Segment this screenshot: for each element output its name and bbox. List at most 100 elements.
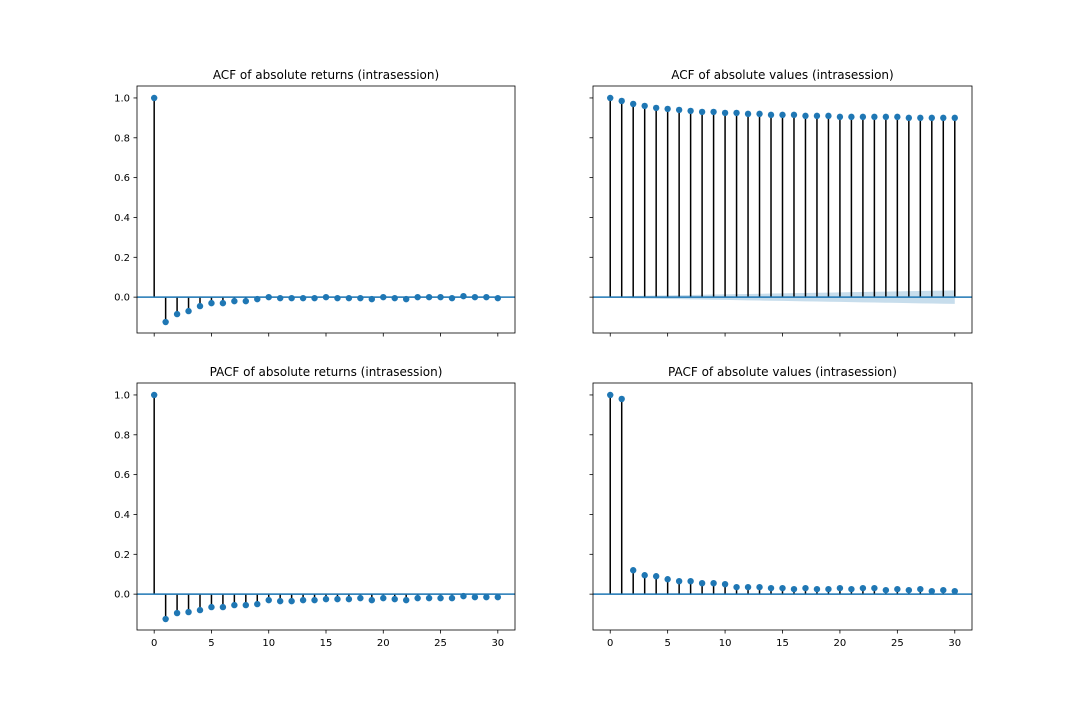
point-lag-0 [607, 94, 614, 102]
point-lag-3 [185, 307, 192, 315]
point-lag-7 [687, 577, 694, 585]
point-lag-6 [219, 299, 227, 307]
point-lag-17 [345, 595, 353, 603]
point-lag-13 [756, 583, 763, 591]
point-lag-22 [402, 596, 410, 604]
point-lag-24 [425, 293, 433, 301]
x-tick-label: 10 [262, 638, 275, 649]
point-lag-25 [437, 293, 444, 301]
point-lag-2 [173, 609, 181, 617]
point-lag-22 [859, 584, 867, 592]
point-lag-25 [437, 594, 444, 602]
point-lag-16 [334, 294, 341, 302]
panel-pacf-returns: PACF of absolute returns (intrasession) 0… [114, 365, 516, 649]
point-lag-28 [928, 114, 936, 122]
point-lag-23 [871, 113, 878, 121]
point-lag-20 [380, 594, 387, 602]
point-lag-13 [299, 596, 307, 604]
point-lag-6 [675, 577, 683, 585]
point-lag-1 [162, 318, 169, 326]
point-lag-11 [733, 109, 740, 117]
point-lag-2 [629, 567, 637, 574]
point-lag-26 [448, 594, 456, 602]
y-tick-label: 0.2 [114, 253, 130, 264]
subplot-grid: ACF of absolute returns (intrasession) 0.… [114, 68, 973, 649]
point-lag-19 [368, 596, 376, 604]
point-lag-23 [871, 584, 878, 592]
point-lag-4 [196, 302, 204, 310]
point-lag-10 [265, 596, 272, 604]
point-lag-12 [288, 294, 295, 302]
point-lag-19 [825, 585, 832, 593]
point-lag-7 [231, 297, 238, 305]
point-lag-27 [917, 585, 924, 593]
point-lag-10 [265, 293, 272, 301]
y-tick-label: 0.2 [114, 550, 130, 561]
point-lag-7 [231, 601, 238, 609]
point-lag-29 [940, 586, 947, 594]
x-tick-label: 5 [664, 638, 670, 649]
y-tick-label: 0.4 [114, 213, 130, 224]
x-tick-label: 0 [151, 638, 157, 649]
point-lag-15 [322, 595, 330, 603]
point-lag-9 [710, 579, 717, 587]
point-lag-18 [357, 594, 364, 602]
point-lag-24 [425, 594, 433, 602]
point-lag-8 [242, 601, 250, 609]
point-lag-1 [618, 97, 625, 105]
point-lag-27 [460, 292, 467, 300]
point-lag-25 [894, 585, 901, 593]
point-lag-25 [894, 113, 901, 121]
point-lag-17 [802, 112, 809, 120]
point-lag-4 [196, 606, 204, 614]
point-lag-21 [848, 113, 855, 121]
point-lag-30 [494, 294, 502, 302]
x-tick-label: 25 [434, 638, 447, 649]
point-lag-5 [208, 603, 215, 611]
point-lag-28 [928, 587, 936, 595]
point-lag-9 [254, 600, 261, 608]
point-lag-28 [471, 593, 479, 601]
panel-acf-values: ACF of absolute values (intrasession) [589, 68, 973, 337]
point-lag-8 [242, 297, 250, 305]
point-lag-19 [368, 295, 376, 303]
point-lag-0 [607, 391, 614, 399]
y-tick-label: 0.8 [114, 133, 130, 144]
point-lag-29 [940, 114, 947, 122]
point-lag-6 [219, 603, 227, 611]
x-tick-label: 0 [607, 638, 613, 649]
point-lag-21 [391, 595, 398, 603]
point-lag-20 [380, 293, 387, 301]
point-lag-17 [345, 294, 353, 302]
point-lag-18 [813, 112, 821, 120]
point-lag-13 [299, 294, 307, 302]
point-lag-20 [836, 113, 844, 121]
point-lag-16 [334, 595, 341, 603]
point-lag-5 [208, 299, 215, 307]
point-lag-0 [150, 94, 158, 102]
y-tick-label: 1.0 [114, 93, 130, 104]
point-lag-16 [790, 111, 798, 119]
point-lag-2 [629, 100, 637, 108]
point-lag-4 [652, 573, 660, 580]
point-lag-15 [779, 111, 786, 119]
point-lag-14 [311, 596, 318, 604]
point-lag-20 [836, 584, 844, 592]
y-tick-label: 0.8 [114, 430, 130, 441]
point-lag-6 [675, 106, 683, 114]
point-lag-27 [917, 114, 924, 122]
x-tick-label: 20 [377, 638, 390, 649]
point-lag-28 [471, 293, 479, 301]
point-lag-30 [951, 114, 958, 122]
chart-title: ACF of absolute returns (intrasession) [213, 68, 439, 82]
point-lag-14 [311, 294, 318, 302]
point-lag-1 [162, 615, 169, 623]
point-lag-29 [483, 293, 490, 301]
y-tick-label: 0.0 [114, 293, 130, 304]
point-lag-3 [185, 608, 192, 616]
point-lag-13 [756, 110, 763, 118]
x-tick-label: 15 [320, 638, 333, 649]
point-lag-12 [744, 583, 752, 591]
point-lag-19 [825, 112, 832, 120]
